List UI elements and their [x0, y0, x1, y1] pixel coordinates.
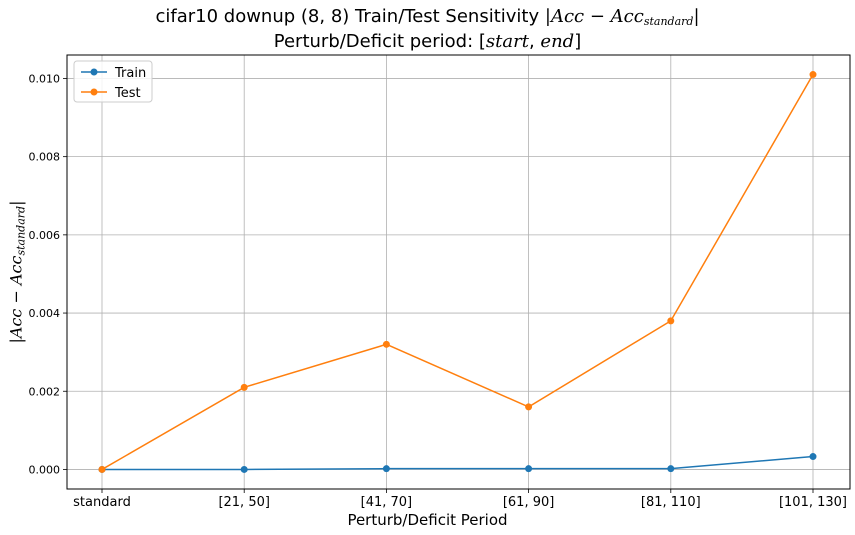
- y-tick-label: 0.002: [29, 385, 61, 398]
- x-axis-label: Perturb/Deficit Period: [347, 511, 508, 529]
- data-point-test: [382, 340, 390, 348]
- data-point-train: [382, 465, 390, 473]
- axes-frame: [66, 54, 851, 490]
- legend-marker-test: [90, 88, 98, 96]
- chart-title: cifar10 downup (8, 8) Train/Test Sensiti…: [155, 6, 700, 28]
- x-tick-label: [21, 50]: [218, 495, 270, 510]
- data-point-test: [809, 71, 817, 79]
- y-tick-label: 0.000: [29, 463, 61, 476]
- chart-subtitle: Perturb/Deficit period: [start, end]: [273, 31, 582, 52]
- data-point-train: [525, 465, 533, 473]
- series-line-train: [102, 455, 814, 471]
- y-tick-label: 0.010: [29, 72, 61, 85]
- y-tick-label: 0.006: [29, 229, 61, 242]
- data-point-test: [667, 317, 675, 325]
- x-tick-label: [81, 110]: [641, 495, 701, 510]
- data-point-train: [240, 465, 248, 473]
- data-point-test: [98, 465, 106, 473]
- x-tick-label: [101, 130]: [779, 495, 847, 510]
- legend-label-train: Train: [114, 66, 146, 81]
- legend-label-test: Test: [114, 86, 141, 101]
- y-tick-label: 0.008: [29, 151, 61, 164]
- x-tick-label: [41, 70]: [361, 495, 413, 510]
- x-tick-label: [61, 90]: [503, 495, 555, 510]
- data-point-train: [809, 453, 817, 461]
- data-point-train: [667, 465, 675, 473]
- data-point-test: [240, 383, 248, 391]
- data-point-test: [525, 403, 533, 411]
- y-axis-label: |Acc − Accstandard|: [6, 200, 28, 344]
- legend-marker-train: [90, 68, 98, 76]
- y-tick-label: 0.004: [29, 307, 61, 320]
- series-line-test: [101, 74, 814, 471]
- x-tick-label: standard: [73, 495, 131, 510]
